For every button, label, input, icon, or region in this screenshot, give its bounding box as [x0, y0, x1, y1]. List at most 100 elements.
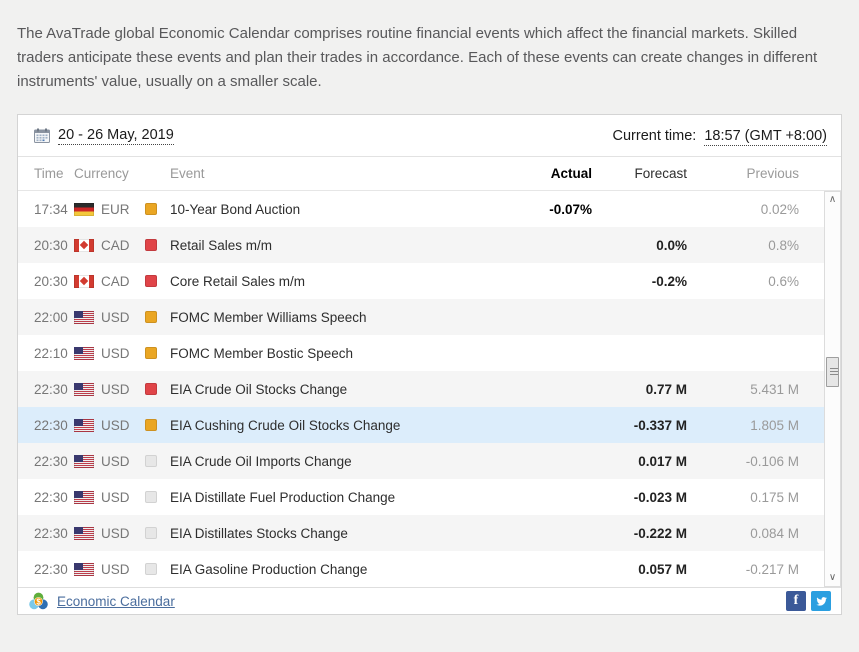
event-row[interactable]: 22:30 USD EIA Distillate Fuel Production…: [18, 479, 841, 515]
column-header-forecast: Forecast: [634, 166, 687, 181]
event-row[interactable]: 22:30 USD EIA Cushing Crude Oil Stocks C…: [18, 407, 841, 443]
event-previous: 5.431 M: [750, 381, 799, 397]
currency-code: USD: [101, 489, 130, 505]
column-header-currency: Currency: [74, 166, 129, 181]
importance-icon: [145, 311, 157, 323]
event-currency: USD: [74, 526, 145, 541]
event-row[interactable]: 22:30 USD EIA Crude Oil Imports Change 0…: [18, 443, 841, 479]
country-flag-icon: [74, 526, 94, 540]
importance-icon: [145, 455, 157, 467]
event-row[interactable]: 22:30 USD EIA Gasoline Production Change…: [18, 551, 841, 587]
event-previous: 0.084 M: [750, 525, 799, 541]
column-header-event: Event: [170, 166, 205, 181]
currency-code: USD: [101, 525, 130, 541]
event-importance: [145, 383, 170, 395]
event-currency: USD: [74, 418, 145, 433]
chevron-up-icon: ∧: [828, 194, 837, 205]
event-name: Core Retail Sales m/m: [170, 273, 306, 289]
importance-icon: [145, 239, 157, 251]
event-importance: [145, 455, 170, 467]
event-time: 22:10: [34, 345, 68, 361]
currency-code: USD: [101, 453, 130, 469]
chevron-down-icon: ∨: [828, 572, 837, 583]
calendar-footer: $ Economic Calendar f: [18, 587, 841, 614]
country-flag-icon: [74, 490, 94, 504]
event-name: FOMC Member Williams Speech: [170, 309, 367, 325]
column-header-actual: Actual: [550, 166, 592, 181]
event-currency: CAD: [74, 274, 145, 289]
event-row[interactable]: 17:34 EUR 10-Year Bond Auction -0.07% 0.…: [18, 191, 841, 227]
event-currency: USD: [74, 454, 145, 469]
twitter-icon[interactable]: [811, 591, 831, 611]
country-flag-icon: [74, 454, 94, 468]
event-forecast: -0.023 M: [633, 489, 687, 505]
event-name: EIA Distillates Stocks Change: [170, 525, 348, 541]
date-range-selector[interactable]: 20 - 26 May, 2019: [34, 127, 174, 145]
date-range-label[interactable]: 20 - 26 May, 2019: [58, 126, 174, 145]
event-name: EIA Crude Oil Imports Change: [170, 453, 352, 469]
event-forecast: -0.222 M: [633, 525, 687, 541]
country-flag-icon: [74, 274, 94, 288]
event-importance: [145, 419, 170, 431]
event-currency: USD: [74, 562, 145, 577]
event-importance: [145, 491, 170, 503]
event-currency: USD: [74, 346, 145, 361]
event-row[interactable]: 22:30 USD EIA Crude Oil Stocks Change 0.…: [18, 371, 841, 407]
country-flag-icon: [74, 418, 94, 432]
event-forecast: 0.017 M: [638, 453, 687, 469]
current-time: Current time: 18:57 (GMT +8:00): [612, 127, 827, 146]
intro-text: The AvaTrade global Economic Calendar co…: [17, 25, 818, 90]
event-row[interactable]: 20:30 CAD Retail Sales m/m 0.0% 0.8%: [18, 227, 841, 263]
svg-text:$: $: [36, 597, 41, 606]
event-time: 22:30: [34, 381, 68, 397]
events-rows: 17:34 EUR 10-Year Bond Auction -0.07% 0.…: [18, 191, 841, 587]
country-flag-icon: [74, 382, 94, 396]
current-time-value[interactable]: 18:57 (GMT +8:00): [704, 127, 827, 146]
event-forecast: -0.337 M: [633, 417, 687, 433]
event-previous: 0.8%: [768, 237, 799, 253]
importance-icon: [145, 563, 157, 575]
event-row[interactable]: 22:30 USD EIA Distillates Stocks Change …: [18, 515, 841, 551]
event-importance: [145, 311, 170, 323]
economic-calendar-link[interactable]: Economic Calendar: [57, 593, 175, 609]
event-currency: CAD: [74, 238, 145, 253]
event-previous: -0.217 M: [745, 561, 799, 577]
event-row[interactable]: 20:30 CAD Core Retail Sales m/m -0.2% 0.…: [18, 263, 841, 299]
event-time: 20:30: [34, 237, 68, 253]
facebook-icon[interactable]: f: [786, 591, 806, 611]
country-flag-icon: [74, 346, 94, 360]
event-name: EIA Gasoline Production Change: [170, 561, 368, 577]
economic-calendar-logo-icon: $: [28, 591, 49, 612]
event-name: EIA Distillate Fuel Production Change: [170, 489, 396, 505]
event-importance: [145, 347, 170, 359]
events-table-body: 17:34 EUR 10-Year Bond Auction -0.07% 0.…: [18, 191, 841, 587]
event-forecast: -0.2%: [651, 273, 687, 289]
event-currency: USD: [74, 490, 145, 505]
event-previous: 0.6%: [768, 273, 799, 289]
event-row[interactable]: 22:10 USD FOMC Member Bostic Speech: [18, 335, 841, 371]
currency-code: USD: [101, 417, 130, 433]
event-currency: EUR: [74, 202, 145, 217]
current-time-label: Current time:: [612, 127, 697, 144]
event-name: EIA Crude Oil Stocks Change: [170, 381, 348, 397]
scroll-up-button[interactable]: ∧: [825, 192, 840, 208]
economic-calendar-widget: 20 - 26 May, 2019 Current time: 18:57 (G…: [17, 114, 842, 615]
scroll-down-button[interactable]: ∨: [825, 570, 840, 586]
importance-icon: [145, 527, 157, 539]
event-importance: [145, 527, 170, 539]
event-time: 22:30: [34, 561, 68, 577]
event-time: 22:30: [34, 489, 68, 505]
event-forecast: 0.77 M: [645, 381, 687, 397]
column-header-previous: Previous: [746, 166, 799, 181]
importance-icon: [145, 347, 157, 359]
event-importance: [145, 203, 170, 215]
event-name: FOMC Member Bostic Speech: [170, 345, 354, 361]
event-currency: USD: [74, 310, 145, 325]
event-time: 17:34: [34, 201, 68, 217]
event-time: 22:30: [34, 417, 68, 433]
currency-code: CAD: [101, 273, 130, 289]
vertical-scrollbar[interactable]: ∧ ∨: [824, 191, 841, 587]
scrollbar-thumb[interactable]: [826, 357, 839, 387]
event-row[interactable]: 22:00 USD FOMC Member Williams Speech: [18, 299, 841, 335]
currency-code: CAD: [101, 237, 130, 253]
